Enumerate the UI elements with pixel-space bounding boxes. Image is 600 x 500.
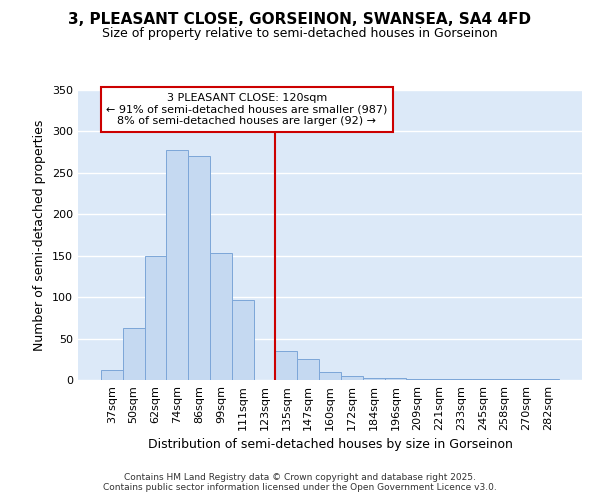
Bar bbox=[166, 150, 188, 380]
Text: Size of property relative to semi-detached houses in Gorseinon: Size of property relative to semi-detach… bbox=[102, 28, 498, 40]
Bar bbox=[275, 351, 297, 380]
Text: 3, PLEASANT CLOSE, GORSEINON, SWANSEA, SA4 4FD: 3, PLEASANT CLOSE, GORSEINON, SWANSEA, S… bbox=[68, 12, 532, 28]
Bar bbox=[406, 379, 428, 380]
Bar bbox=[385, 378, 406, 380]
X-axis label: Distribution of semi-detached houses by size in Gorseinon: Distribution of semi-detached houses by … bbox=[148, 438, 512, 452]
Bar bbox=[494, 379, 515, 380]
Y-axis label: Number of semi-detached properties: Number of semi-detached properties bbox=[34, 120, 46, 350]
Bar bbox=[537, 379, 559, 380]
Bar bbox=[232, 300, 254, 380]
Bar bbox=[428, 379, 450, 380]
Bar bbox=[363, 378, 385, 380]
Bar bbox=[472, 379, 494, 380]
Bar bbox=[101, 370, 123, 380]
Text: Contains HM Land Registry data © Crown copyright and database right 2025.
Contai: Contains HM Land Registry data © Crown c… bbox=[103, 473, 497, 492]
Bar bbox=[297, 360, 319, 380]
Bar bbox=[319, 372, 341, 380]
Bar bbox=[341, 376, 363, 380]
Text: 3 PLEASANT CLOSE: 120sqm
← 91% of semi-detached houses are smaller (987)
8% of s: 3 PLEASANT CLOSE: 120sqm ← 91% of semi-d… bbox=[106, 93, 388, 126]
Bar bbox=[145, 256, 166, 380]
Bar bbox=[515, 379, 537, 380]
Bar bbox=[188, 156, 210, 380]
Bar bbox=[123, 328, 145, 380]
Bar bbox=[450, 379, 472, 380]
Bar bbox=[210, 253, 232, 380]
